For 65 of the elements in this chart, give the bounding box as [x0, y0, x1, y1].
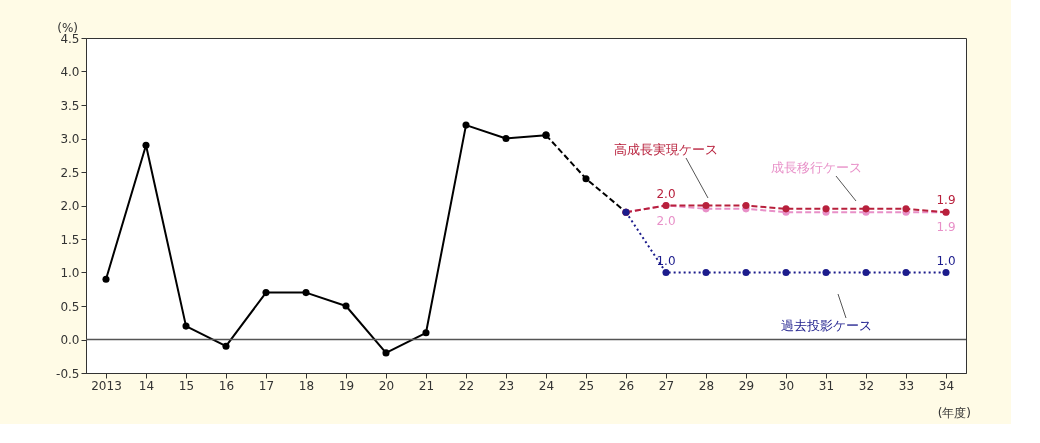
point — [782, 268, 790, 277]
x-tick-label: 34 — [938, 378, 955, 393]
x-axis-title: (年度) — [937, 406, 971, 420]
y-tick-label: 1.0 — [60, 266, 80, 280]
data-label: 2.0 — [656, 213, 676, 228]
point — [942, 268, 950, 277]
x-tick-label: 14 — [138, 378, 155, 393]
point — [462, 121, 470, 129]
x-tick-label: 21 — [418, 378, 435, 393]
x-tick-label: 20 — [378, 378, 395, 393]
text: 高成長実現ケース — [614, 142, 718, 157]
point — [262, 289, 270, 297]
point — [742, 268, 750, 277]
point — [582, 175, 590, 183]
point — [222, 342, 230, 350]
y-tick-label: 1.5 — [60, 232, 80, 247]
text: 過去投影ケース — [780, 318, 872, 333]
x-tick-label: 33 — [898, 378, 915, 393]
x-tick-label: 28 — [698, 378, 715, 393]
point — [662, 268, 670, 277]
data-label: 1.0 — [656, 253, 676, 268]
x-tick-label: 31 — [818, 378, 835, 393]
point — [422, 329, 430, 337]
point — [822, 268, 830, 277]
y-tick-label: 4.0 — [60, 65, 80, 79]
point — [182, 322, 190, 330]
point — [302, 289, 310, 297]
y-tick-label: 3.5 — [60, 98, 80, 113]
x-tick-label: 29 — [738, 378, 755, 393]
point — [342, 302, 350, 310]
point — [702, 201, 710, 210]
x-tick-label: 2013 — [91, 378, 122, 393]
data-label: 1.0 — [936, 253, 956, 268]
x-tick-label: 30 — [778, 378, 795, 393]
x-tick-label: 16 — [218, 378, 235, 393]
point — [742, 201, 750, 210]
point — [382, 349, 390, 357]
point — [702, 268, 710, 277]
x-tick-label: 27 — [658, 378, 675, 393]
point — [142, 141, 150, 149]
x-tick-label: 26 — [618, 378, 635, 393]
y-tick-label: -0.5 — [56, 366, 80, 381]
x-tick-label: 17 — [258, 378, 275, 393]
point — [862, 268, 870, 277]
x-tick-label: 32 — [858, 378, 875, 393]
x-tick-label: 22 — [458, 378, 475, 393]
text: 成長移行ケース — [770, 160, 862, 175]
y-tick-label: 3.0 — [60, 132, 80, 146]
point — [902, 268, 910, 277]
data-label: 2.0 — [656, 186, 676, 201]
y-tick-label: 2.5 — [60, 165, 80, 180]
x-tick-label: 23 — [498, 378, 515, 393]
y-tick-label: 0.0 — [60, 333, 80, 347]
y-axis-title: (%) — [57, 21, 78, 35]
x-tick-label: 24 — [538, 378, 555, 393]
data-label: 1.9 — [936, 220, 956, 235]
x-tick-label: 25 — [578, 378, 595, 393]
data-label: 1.9 — [936, 193, 956, 208]
point — [502, 134, 510, 143]
point — [102, 275, 110, 283]
x-tick-label: 15 — [178, 378, 195, 393]
x-tick-label: 18 — [298, 378, 315, 393]
y-tick-label: 0.5 — [60, 299, 80, 314]
x-tick-label: 19 — [338, 378, 355, 393]
y-tick-label: 2.0 — [60, 199, 80, 213]
